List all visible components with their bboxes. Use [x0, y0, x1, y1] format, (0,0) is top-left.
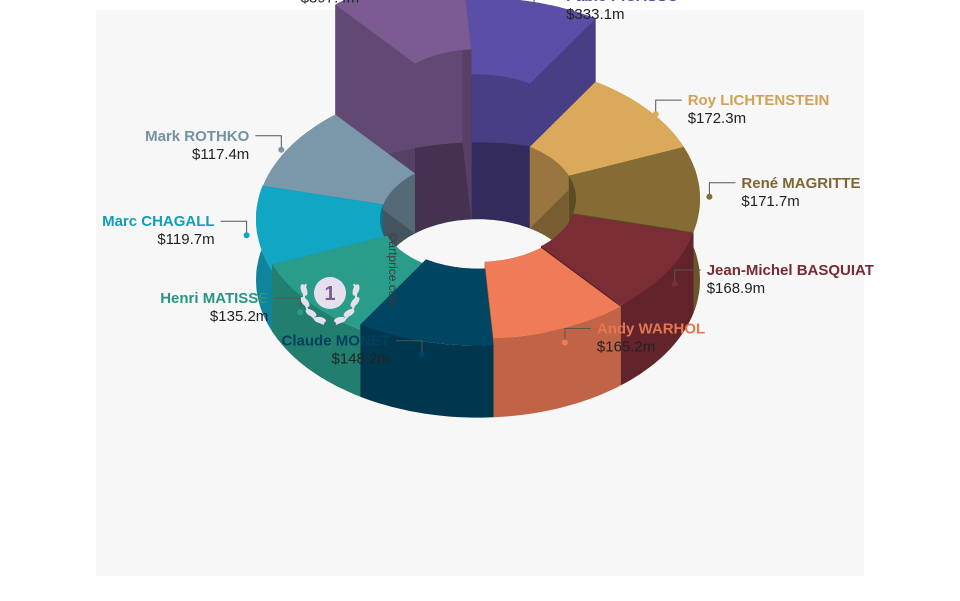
leader-dot — [671, 281, 678, 287]
slice-outer-wall — [272, 264, 361, 397]
leader-dot — [652, 111, 659, 118]
slice-top — [262, 114, 415, 206]
label-henri-matisse: Henri MATISSE$135.2m — [160, 290, 304, 325]
source-watermark: ©artprice.com — [386, 233, 400, 308]
leader-dot — [561, 339, 568, 346]
leader-line — [708, 182, 736, 197]
slice-top — [568, 147, 700, 232]
slice-value-label: $171.7m — [741, 193, 799, 210]
slice-name-label: Marc CHAGALL — [102, 213, 215, 230]
leader-dot — [706, 193, 713, 200]
label-andy-warhol: Andy WARHOL$165.2m — [561, 321, 705, 356]
slice-name-label: Andy WARHOL — [597, 321, 705, 338]
leader-dot — [297, 309, 304, 316]
slice-name-label: Henri MATISSE — [160, 290, 268, 307]
slice-name-label: Mark ROTHKO — [145, 128, 250, 145]
leader-line — [274, 297, 301, 313]
slice-outer-wall — [493, 306, 621, 418]
leader-line — [395, 340, 423, 355]
slice-outer-wall — [620, 233, 694, 386]
slice-top — [272, 235, 427, 330]
leader-dot — [418, 351, 425, 358]
slice-outer-wall — [360, 324, 494, 418]
slice-top — [484, 247, 621, 339]
label-gustav-klimt: Gustav KLIMT$397.4m — [301, 0, 359, 7]
slice-end-wall — [462, 0, 472, 220]
slice-value-label: $119.7m — [157, 231, 214, 248]
leader-dot — [531, 7, 538, 14]
slice-value-label: $165.2m — [597, 339, 655, 356]
rank-badge: 1 — [300, 277, 360, 325]
leader-line — [533, 0, 535, 11]
leader-dot — [243, 232, 250, 239]
slice-name-label: Pablo PICASSO — [566, 0, 679, 5]
slice-name-label: Jean-Michel BASQUIAT — [707, 262, 874, 279]
slice-value-label: $135.2m — [210, 308, 268, 325]
leader-line — [564, 328, 591, 343]
slice-andy-warhol — [484, 247, 621, 418]
label-ren-magritte: René MAGRITTE$171.7m — [706, 175, 861, 210]
leader-line — [220, 220, 248, 236]
slice-value-label: $168.9m — [707, 280, 765, 297]
slice-top — [541, 214, 694, 306]
slice-name-label: Claude MONET — [282, 333, 390, 350]
slice-name-label: René MAGRITTE — [741, 175, 860, 192]
slice-top — [462, 0, 596, 84]
label-jean-michel-basquiat: Jean-Michel BASQUIAT$168.9m — [671, 262, 874, 297]
slice-claude-monet — [360, 259, 494, 418]
slice-top — [335, 0, 472, 64]
badge-number: 1 — [324, 283, 335, 305]
slice-sides — [256, 0, 700, 418]
badge-disc — [314, 277, 346, 309]
label-marc-chagall: Marc CHAGALL$119.7m — [102, 213, 250, 248]
slice-value-label: $172.3m — [688, 110, 746, 127]
slice-value-label: $117.4m — [192, 146, 249, 163]
laurel-leaves — [300, 284, 360, 324]
leader-line — [674, 269, 701, 284]
leader-line — [655, 99, 682, 115]
label-pablo-picasso: Pablo PICASSO$333.1m — [531, 0, 679, 23]
slice-value-label: $148.2m — [332, 351, 390, 368]
slice-value-label: $333.1m — [566, 6, 624, 23]
slice-labels: Gustav KLIMT$397.4m Pablo PICASSO$333.1m R… — [102, 0, 874, 368]
slice-top — [360, 259, 494, 346]
leader-line — [255, 135, 282, 150]
slice-name-label: Roy LICHTENSTEIN — [688, 92, 830, 109]
slice-value-label: $397.4m — [301, 0, 359, 7]
label-roy-lichtenstein: Roy LICHTENSTEIN$172.3m — [652, 92, 830, 127]
label-claude-monet: Claude MONET$148.2m — [282, 333, 425, 368]
leader-dot — [278, 146, 285, 153]
slice-top — [529, 81, 684, 176]
label-mark-rothko: Mark ROTHKO$117.4m — [145, 128, 285, 163]
